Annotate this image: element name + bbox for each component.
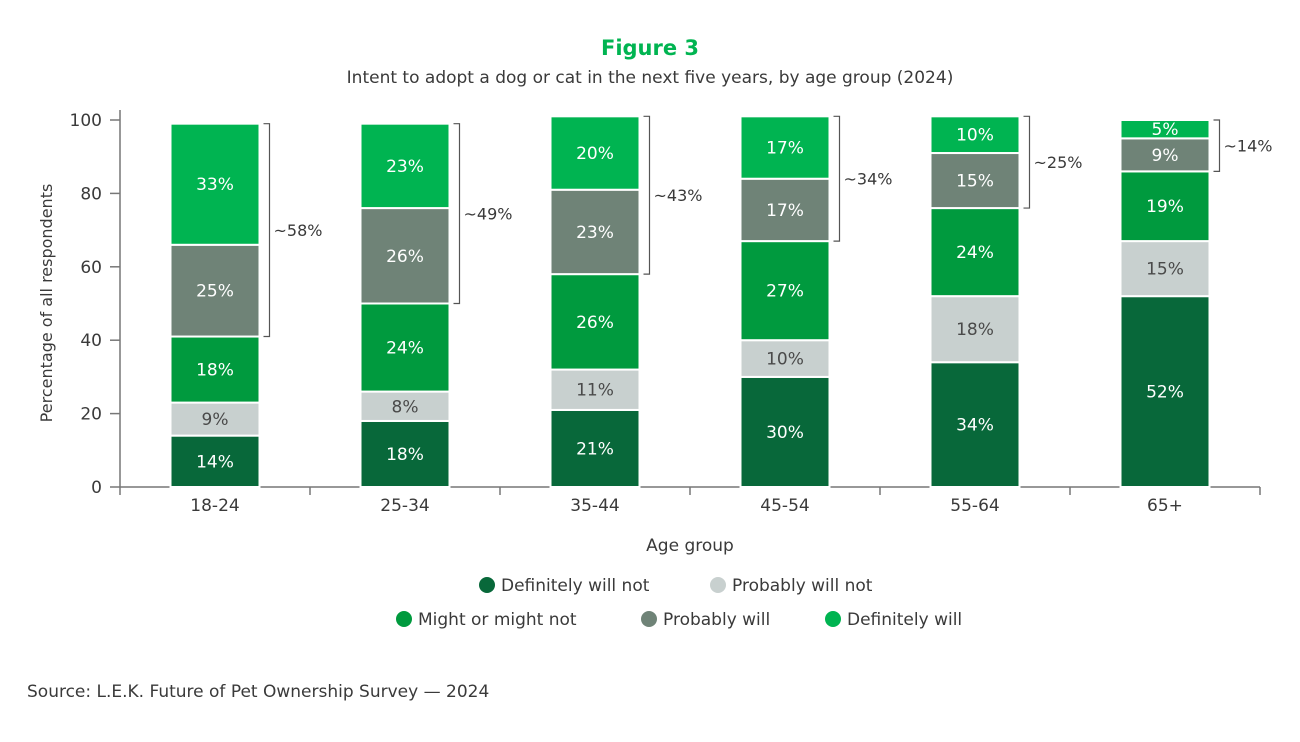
legend-label: Definitely will not [501, 576, 650, 596]
legend-label: Probably will [663, 610, 770, 630]
bracket [1023, 115, 1031, 209]
data-label: 23% [386, 157, 424, 177]
x-tick-label: 65+ [1147, 496, 1183, 516]
x-tick-label: 45-54 [760, 496, 809, 516]
chart-title: Figure 3 [601, 36, 699, 60]
bar-segment [169, 122, 261, 246]
data-label: 10% [766, 350, 804, 370]
y-tick-label: 0 [91, 478, 102, 498]
bracket-label: ~58% [274, 221, 323, 240]
bar-segment [739, 375, 831, 488]
chart-subtitle: Intent to adopt a dog or cat in the next… [347, 68, 954, 88]
data-label: 27% [766, 282, 804, 302]
y-tick-label: 60 [80, 258, 102, 278]
bracket [263, 123, 271, 338]
bar-segment [549, 188, 641, 276]
data-label: 5% [1152, 120, 1179, 140]
data-label: 9% [1152, 146, 1179, 166]
data-label: 17% [766, 201, 804, 221]
legend-label: Might or might not [418, 610, 577, 630]
y-axis-label: Percentage of all respondents [37, 184, 56, 423]
bar-segment [549, 408, 641, 488]
data-label: 10% [956, 126, 994, 146]
bar-segment [359, 207, 451, 305]
bracket [833, 115, 841, 242]
bracket-label: ~34% [844, 170, 893, 189]
data-label: 52% [1146, 383, 1184, 403]
data-label: 26% [576, 313, 614, 333]
bracket-label: ~14% [1224, 137, 1273, 156]
legend-marker [479, 577, 495, 593]
data-label: 23% [576, 223, 614, 243]
bar-segment [359, 419, 451, 488]
bar-segment [1119, 170, 1211, 243]
data-label: 18% [196, 361, 234, 381]
data-label: 18% [956, 320, 994, 340]
legend-marker [641, 611, 657, 627]
bar-segment [1119, 295, 1211, 488]
y-tick-label: 40 [80, 331, 102, 351]
bar-segment [929, 115, 1021, 155]
bracket-label: ~49% [464, 205, 513, 224]
y-tick-label: 80 [80, 184, 102, 204]
bar-segment [549, 115, 641, 191]
bar-segment [549, 368, 641, 411]
bar-segment [739, 177, 831, 243]
y-tick-label: 20 [80, 405, 102, 425]
data-label: 11% [576, 381, 614, 401]
data-label: 15% [1146, 260, 1184, 280]
bracket [1213, 119, 1221, 172]
data-label: 9% [202, 410, 229, 430]
x-tick-label: 18-24 [190, 496, 239, 516]
data-label: 34% [956, 416, 994, 436]
bar-segment [549, 273, 641, 371]
data-label: 26% [386, 247, 424, 267]
bar-segment [1119, 137, 1211, 173]
data-label: 20% [576, 144, 614, 164]
legend-marker [825, 611, 841, 627]
legend-label: Probably will not [732, 576, 873, 596]
data-label: 8% [392, 397, 419, 417]
x-tick-label: 35-44 [570, 496, 619, 516]
source-note: Source: L.E.K. Future of Pet Ownership S… [27, 682, 489, 702]
data-label: 15% [956, 172, 994, 192]
bar-segment [1119, 119, 1211, 140]
bar-segment [169, 335, 261, 404]
bar-segment [739, 115, 831, 180]
y-tick-label: 100 [70, 111, 102, 131]
data-label: 14% [196, 452, 234, 472]
bar-segment [359, 122, 451, 210]
data-label: 17% [766, 139, 804, 159]
bar-segment [929, 361, 1021, 488]
bar-segment [169, 243, 261, 338]
data-label: 19% [1146, 197, 1184, 217]
data-label: 33% [196, 175, 234, 195]
bracket-label: ~43% [654, 186, 703, 205]
legend-marker [396, 611, 412, 627]
x-axis-label: Age group [646, 536, 734, 556]
bar-segment [169, 434, 261, 488]
legend-marker [710, 577, 726, 593]
data-label: 24% [956, 243, 994, 263]
data-label: 18% [386, 445, 424, 465]
data-label: 30% [766, 423, 804, 443]
bar-segment [739, 240, 831, 342]
bar-segment [359, 302, 451, 393]
bracket [643, 115, 651, 275]
bar-segment [929, 295, 1021, 364]
data-label: 24% [386, 339, 424, 359]
bar-segment [929, 207, 1021, 298]
bracket-label: ~25% [1034, 153, 1083, 172]
x-tick-label: 55-64 [950, 496, 999, 516]
legend-label: Definitely will [847, 610, 962, 630]
data-label: 21% [576, 439, 614, 459]
x-tick-label: 25-34 [380, 496, 429, 516]
bracket [453, 123, 461, 305]
data-label: 25% [196, 282, 234, 302]
